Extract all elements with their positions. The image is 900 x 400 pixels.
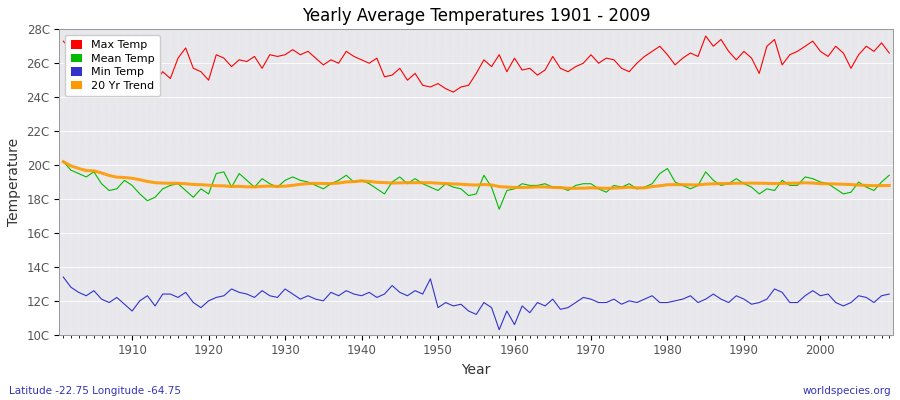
Legend: Max Temp, Mean Temp, Min Temp, 20 Yr Trend: Max Temp, Mean Temp, Min Temp, 20 Yr Tre… bbox=[65, 35, 160, 96]
Y-axis label: Temperature: Temperature bbox=[7, 138, 21, 226]
X-axis label: Year: Year bbox=[462, 363, 491, 377]
Title: Yearly Average Temperatures 1901 - 2009: Yearly Average Temperatures 1901 - 2009 bbox=[302, 7, 651, 25]
Text: worldspecies.org: worldspecies.org bbox=[803, 386, 891, 396]
Text: Latitude -22.75 Longitude -64.75: Latitude -22.75 Longitude -64.75 bbox=[9, 386, 181, 396]
